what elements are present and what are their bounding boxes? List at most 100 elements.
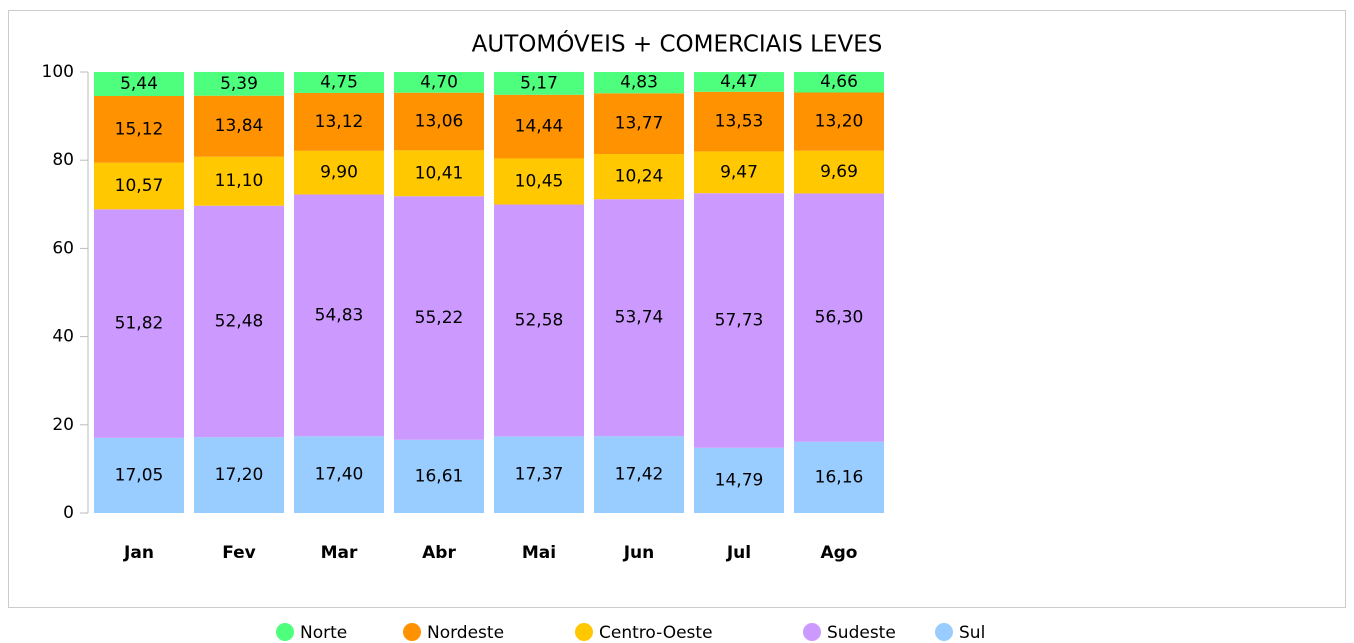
data-label: 15,12 — [115, 119, 164, 139]
data-label: 4,47 — [720, 72, 758, 92]
bar-segment — [794, 441, 884, 513]
bar-segment — [94, 209, 184, 438]
bar-segment — [494, 71, 584, 95]
data-label: 14,44 — [515, 117, 564, 137]
legend-label: Sul — [959, 623, 985, 643]
bar-segment — [794, 193, 884, 442]
bar-segment — [794, 71, 884, 93]
bar-segment — [294, 436, 384, 513]
legend-marker — [276, 623, 294, 641]
data-label: 4,70 — [420, 72, 458, 92]
legend-marker — [803, 623, 821, 641]
data-label: 9,69 — [820, 162, 858, 182]
bar-segment — [94, 437, 184, 513]
data-label: 10,41 — [415, 163, 464, 183]
legend-marker — [403, 623, 421, 641]
bar-segment — [494, 204, 584, 437]
x-tick-label: Jan — [123, 543, 154, 563]
legend-label: Centro-Oeste — [599, 623, 713, 643]
data-label: 13,06 — [415, 112, 464, 132]
legend-label: Nordeste — [427, 623, 504, 643]
legend-label: Sudeste — [827, 623, 896, 643]
bar-segment — [594, 72, 684, 94]
bar-segment — [294, 92, 384, 151]
bar-segment — [694, 72, 784, 92]
bar-segment — [294, 194, 384, 437]
data-label: 5,44 — [120, 74, 158, 94]
data-label: 52,48 — [215, 311, 264, 331]
bar-segment — [394, 92, 484, 151]
bar-segment — [294, 72, 384, 93]
y-tick-label: 0 — [63, 503, 74, 523]
y-tick-label: 40 — [52, 327, 74, 347]
data-label: 5,17 — [520, 73, 558, 93]
data-label: 13,53 — [715, 112, 764, 132]
data-label: 4,66 — [820, 72, 858, 92]
legend-label: Norte — [300, 623, 347, 643]
y-tick-label: 100 — [42, 62, 74, 82]
bar-segment — [594, 436, 684, 513]
data-label: 14,79 — [715, 470, 764, 490]
bar-segment — [794, 150, 884, 194]
bar-segment — [694, 151, 784, 194]
legend-marker — [575, 623, 593, 641]
bar-segment — [94, 95, 184, 163]
data-label: 4,83 — [620, 73, 658, 93]
bar-segment — [494, 158, 584, 205]
bar-segment — [694, 193, 784, 448]
bar-segment — [494, 436, 584, 513]
x-tick-label: Jul — [726, 543, 751, 563]
y-tick-label: 80 — [52, 150, 74, 170]
data-label: 10,24 — [615, 167, 664, 187]
data-label: 55,22 — [415, 308, 464, 328]
bar-segment — [694, 447, 784, 513]
bar-segment — [394, 150, 484, 197]
x-tick-label: Jun — [623, 543, 655, 563]
x-tick-label: Abr — [422, 543, 456, 563]
data-label: 10,57 — [115, 176, 164, 196]
data-label: 17,20 — [215, 465, 264, 485]
data-label: 53,74 — [615, 308, 664, 328]
bar-segment — [294, 150, 384, 195]
bar-segment — [494, 94, 584, 159]
x-tick-label: Mar — [321, 543, 358, 563]
bar-segment — [694, 91, 784, 152]
data-label: 11,10 — [215, 171, 264, 191]
bar-segment — [594, 93, 684, 155]
bar-segment — [394, 72, 484, 93]
data-label: 17,05 — [115, 465, 164, 485]
bar-segment — [394, 439, 484, 513]
data-label: 13,84 — [215, 116, 264, 136]
data-label: 56,30 — [815, 308, 864, 328]
x-tick-label: Fev — [222, 543, 256, 563]
bar-segment — [94, 72, 184, 96]
chart-title: AUTOMÓVEIS + COMERCIAIS LEVES — [472, 30, 883, 58]
bar-segment — [194, 95, 284, 157]
data-label: 17,40 — [315, 465, 364, 485]
x-tick-label: Ago — [820, 543, 857, 563]
data-label: 9,47 — [720, 162, 758, 182]
data-label: 57,73 — [715, 310, 764, 330]
y-tick-label: 60 — [52, 238, 74, 258]
bar-segment — [194, 71, 284, 96]
data-label: 13,20 — [815, 112, 864, 132]
data-label: 10,45 — [515, 171, 564, 191]
bar-segment — [394, 196, 484, 440]
y-tick-label: 20 — [52, 415, 74, 435]
data-label: 17,42 — [615, 465, 664, 485]
data-label: 54,83 — [315, 305, 364, 325]
bar-segment — [594, 154, 684, 200]
bar-segment — [194, 437, 284, 513]
data-label: 17,37 — [515, 465, 564, 485]
bar-segment — [594, 199, 684, 437]
data-label: 5,39 — [220, 74, 258, 94]
data-label: 52,58 — [515, 310, 564, 330]
data-label: 51,82 — [115, 314, 164, 334]
legend-marker — [935, 623, 953, 641]
data-label: 16,61 — [415, 466, 464, 486]
data-label: 9,90 — [320, 163, 358, 183]
data-label: 16,16 — [815, 467, 864, 487]
bar-segment — [94, 162, 184, 210]
bar-segment — [794, 92, 884, 151]
x-tick-label: Mai — [522, 543, 556, 563]
